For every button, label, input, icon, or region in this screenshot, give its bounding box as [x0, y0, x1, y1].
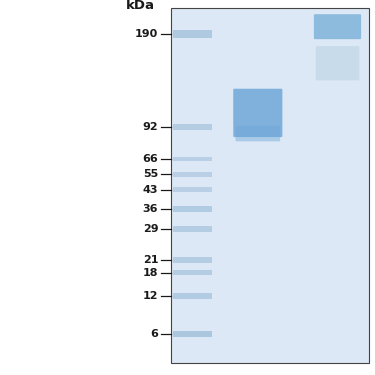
FancyBboxPatch shape	[233, 89, 282, 137]
FancyBboxPatch shape	[314, 14, 361, 39]
Text: 43: 43	[143, 185, 158, 195]
Bar	[173, 292, 212, 298]
Bar	[173, 206, 212, 212]
Bar	[173, 172, 212, 177]
Bar	[173, 258, 212, 263]
FancyBboxPatch shape	[236, 126, 280, 141]
Text: 36: 36	[143, 204, 158, 214]
Bar	[173, 124, 212, 130]
Bar	[173, 270, 212, 275]
Bar	[173, 330, 212, 337]
Bar	[173, 30, 212, 38]
Text: 29: 29	[142, 224, 158, 234]
Bar	[173, 226, 212, 231]
Text: 66: 66	[142, 154, 158, 164]
FancyBboxPatch shape	[316, 46, 359, 80]
Bar	[173, 188, 212, 192]
Text: 92: 92	[142, 122, 158, 132]
Bar	[171, 8, 369, 363]
Bar	[173, 157, 212, 162]
Text: 55: 55	[143, 169, 158, 179]
Text: 6: 6	[150, 329, 158, 339]
Text: 21: 21	[143, 255, 158, 265]
Text: kDa: kDa	[126, 0, 155, 12]
Text: 18: 18	[143, 267, 158, 278]
Text: 190: 190	[135, 29, 158, 39]
Text: 12: 12	[143, 291, 158, 301]
